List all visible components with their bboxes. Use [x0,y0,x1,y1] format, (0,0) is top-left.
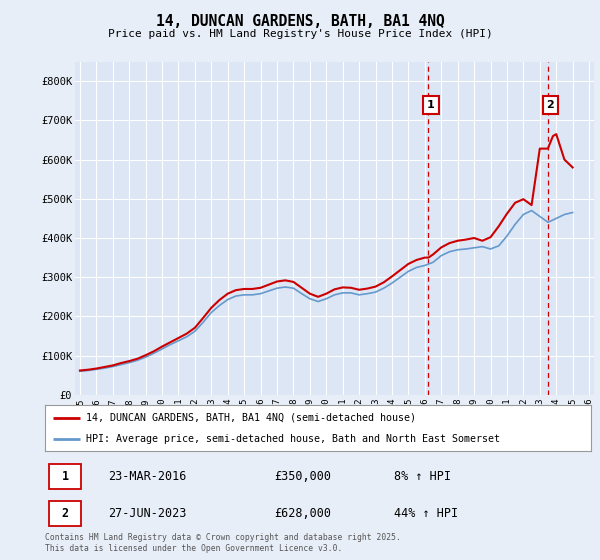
Text: 27-JUN-2023: 27-JUN-2023 [108,507,186,520]
Text: Price paid vs. HM Land Registry's House Price Index (HPI): Price paid vs. HM Land Registry's House … [107,29,493,39]
Text: 1: 1 [427,100,435,110]
Text: 14, DUNCAN GARDENS, BATH, BA1 4NQ: 14, DUNCAN GARDENS, BATH, BA1 4NQ [155,14,445,29]
Text: 44% ↑ HPI: 44% ↑ HPI [394,507,458,520]
FancyBboxPatch shape [49,464,81,489]
Text: HPI: Average price, semi-detached house, Bath and North East Somerset: HPI: Average price, semi-detached house,… [86,435,500,444]
Text: 2: 2 [547,100,554,110]
Text: Contains HM Land Registry data © Crown copyright and database right 2025.
This d: Contains HM Land Registry data © Crown c… [45,533,401,553]
Text: 23-MAR-2016: 23-MAR-2016 [108,470,186,483]
Text: 2: 2 [62,507,69,520]
Text: £628,000: £628,000 [274,507,331,520]
Text: 8% ↑ HPI: 8% ↑ HPI [394,470,451,483]
FancyBboxPatch shape [49,501,81,526]
Text: 1: 1 [62,470,69,483]
Text: £350,000: £350,000 [274,470,331,483]
Text: 14, DUNCAN GARDENS, BATH, BA1 4NQ (semi-detached house): 14, DUNCAN GARDENS, BATH, BA1 4NQ (semi-… [86,413,416,423]
